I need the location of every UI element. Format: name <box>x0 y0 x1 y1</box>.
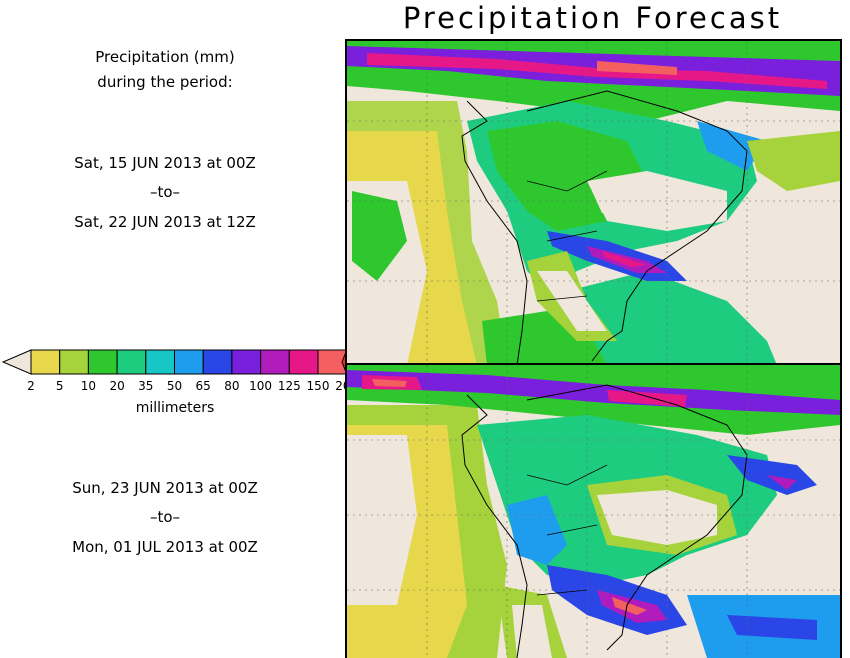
forecast-map-period2 <box>345 363 842 658</box>
colorbar-tick-label: 125 <box>278 379 301 393</box>
header-line-1: Precipitation (mm) <box>95 48 235 66</box>
colorbar-swatch <box>174 349 204 375</box>
page-title: Precipitation Forecast <box>402 1 783 35</box>
forecast-map-period1 <box>345 39 842 367</box>
period1-to: –to– <box>149 183 181 201</box>
period2-to: –to– <box>149 508 181 526</box>
colorbar-tick-label: 10 <box>81 379 96 393</box>
colorbar-tick-label: 100 <box>249 379 272 393</box>
colorbar-swatch <box>317 349 345 375</box>
colorbar-swatch <box>260 349 290 375</box>
colorbar-tick-label: 150 <box>307 379 330 393</box>
colorbar-swatch <box>145 349 176 375</box>
colorbar-tick-label: 80 <box>224 379 239 393</box>
period2-start: Sun, 23 JUN 2013 at 00Z <box>72 479 258 497</box>
period1-end: Sat, 22 JUN 2013 at 12Z <box>74 213 256 231</box>
colorbar-tick-label: 2 <box>27 379 35 393</box>
colorbar-tick-label: 65 <box>196 379 211 393</box>
colorbar-tick-label: 35 <box>138 379 153 393</box>
header-line-2: during the period: <box>97 73 233 91</box>
period2-end: Mon, 01 JUL 2013 at 00Z <box>72 538 258 556</box>
colorbar-swatch <box>202 349 233 375</box>
colorbar-swatch <box>288 349 319 375</box>
period1-start: Sat, 15 JUN 2013 at 00Z <box>74 154 256 172</box>
colorbar-tick-label: 20 <box>109 379 124 393</box>
colorbar: 2 5 10 20 35 50 65 80 100 125 150 200 millimeters <box>1 349 345 416</box>
colorbar-tick-label: 200 <box>335 379 345 393</box>
colorbar-over-triangle <box>341 352 345 372</box>
colorbar-swatch <box>231 349 262 375</box>
colorbar-swatch <box>59 349 89 375</box>
colorbar-unit-label: millimeters <box>136 400 215 416</box>
colorbar-tick-label: 50 <box>167 379 182 393</box>
colorbar-swatch <box>87 349 118 375</box>
colorbar-under-triangle <box>1 349 32 375</box>
colorbar-swatch <box>30 349 61 375</box>
colorbar-tick-label: 5 <box>56 379 64 393</box>
colorbar-swatch <box>116 349 147 375</box>
